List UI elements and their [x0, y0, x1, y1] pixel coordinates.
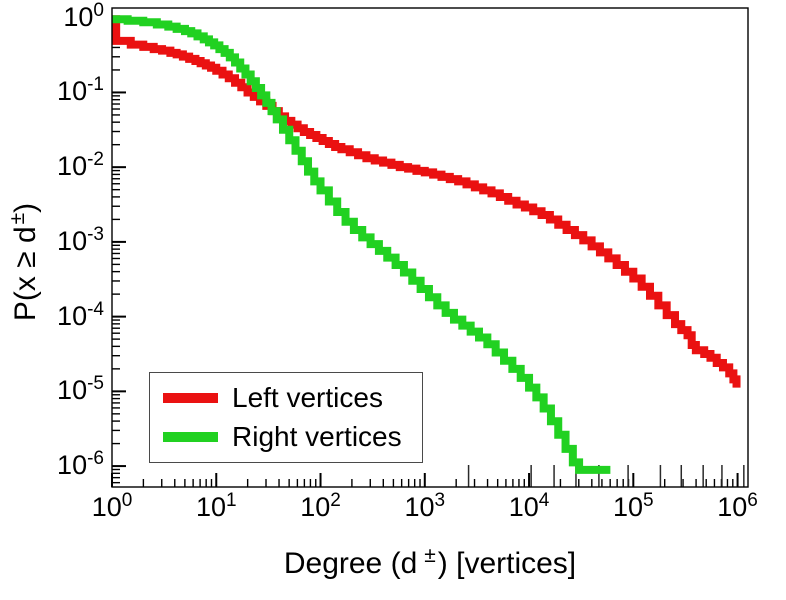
y-tick-label: 100: [63, 0, 104, 32]
x-tick-label: 103: [404, 490, 446, 522]
axis-box: [111, 7, 749, 488]
x-axis-label-text: Degree (d: [283, 547, 418, 580]
y-axis-label-text: P(x ≥ d: [9, 226, 42, 322]
y-tick-label: 10-4: [57, 298, 104, 331]
x-axis-label-sup: ±: [424, 544, 436, 567]
x-tick-label: 102: [300, 490, 341, 522]
legend-item-right-vertices: Right vertices: [163, 421, 402, 453]
x-tick-label: 104: [508, 490, 550, 522]
series-curve-right-vertices: [112, 15, 611, 474]
y-tick-label: 10-3: [57, 223, 104, 256]
y-tick-label: 10-2: [57, 149, 104, 182]
legend-label-left-vertices: Left vertices: [232, 382, 383, 413]
x-tick-label: 106: [717, 490, 758, 522]
series-curve-left-vertices: [112, 15, 741, 388]
legend-label-right-vertices: Right vertices: [232, 421, 402, 452]
legend-swatch-right-vertices: [163, 432, 218, 442]
x-tick-label: 101: [195, 490, 237, 522]
x-axis-label: Degree (d ±) [vertices]: [283, 544, 577, 581]
legend-swatch-left-vertices: [163, 393, 218, 403]
y-axis-label-sup: ±: [6, 212, 29, 225]
legend: Left vertices Right vertices: [149, 372, 423, 463]
y-axis-label-suffix: ): [9, 202, 42, 213]
x-tick-label: 100: [91, 490, 133, 522]
y-tick-label: 10-1: [57, 74, 104, 107]
y-tick-label: 10-5: [57, 373, 104, 406]
y-axis-label: P(x ≥ d±): [6, 202, 43, 322]
x-axis-label-suffix: ) [vertices]: [437, 547, 577, 580]
legend-item-left-vertices: Left vertices: [163, 382, 402, 414]
y-tick-label: 10-6: [57, 448, 104, 481]
x-tick-label: 105: [612, 490, 654, 522]
